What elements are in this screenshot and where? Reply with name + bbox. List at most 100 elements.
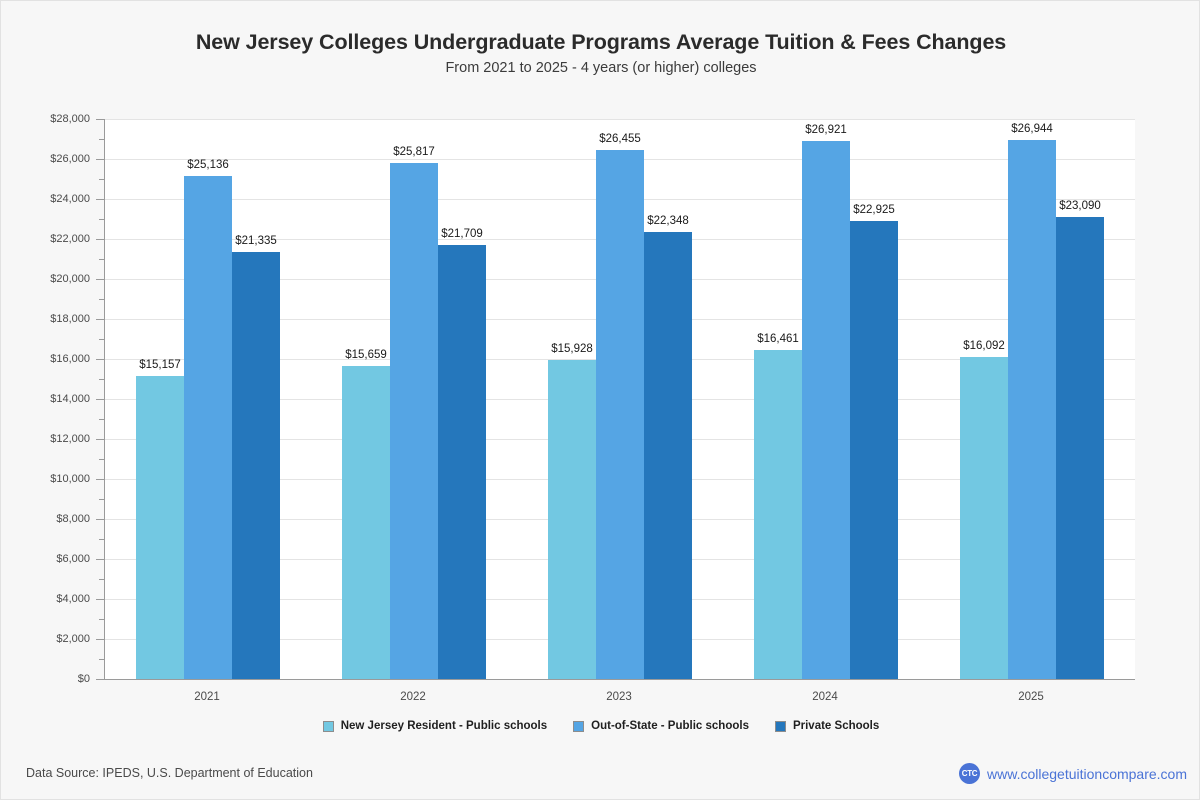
bar-value-label: $21,335 bbox=[235, 235, 277, 248]
bar[interactable] bbox=[1056, 217, 1104, 679]
y-axis-label: $24,000 bbox=[50, 193, 90, 205]
y-axis-tick-major bbox=[96, 519, 104, 520]
bar[interactable] bbox=[342, 365, 390, 679]
legend-label: New Jersey Resident - Public schools bbox=[340, 720, 548, 732]
y-axis-label: $10,000 bbox=[50, 473, 90, 485]
y-axis-tick-major bbox=[96, 199, 104, 200]
y-axis-tick-minor bbox=[99, 179, 104, 180]
bar-value-label: $15,928 bbox=[551, 343, 593, 356]
y-axis-tick-major bbox=[96, 439, 104, 440]
y-axis-label: $0 bbox=[77, 673, 90, 685]
y-axis-tick-minor bbox=[99, 419, 104, 420]
bar[interactable] bbox=[850, 220, 898, 679]
bar[interactable] bbox=[644, 232, 692, 679]
bar[interactable] bbox=[136, 375, 184, 679]
y-axis-label: $4,000 bbox=[56, 593, 90, 605]
bar[interactable] bbox=[390, 162, 438, 679]
legend-swatch-icon bbox=[322, 720, 334, 732]
bar[interactable] bbox=[754, 349, 802, 679]
y-axis-label: $2,000 bbox=[56, 633, 90, 645]
y-axis-label: $12,000 bbox=[50, 433, 90, 445]
y-axis-tick-minor bbox=[99, 459, 104, 460]
y-axis-tick-major bbox=[96, 599, 104, 600]
bar-value-label: $15,157 bbox=[139, 358, 181, 371]
y-axis-label: $18,000 bbox=[50, 313, 90, 325]
legend-item[interactable]: New Jersey Resident - Public schools bbox=[322, 720, 548, 732]
plot-area: $15,157 $25,136 $21,335 $15,659 $25,817 $21,7… bbox=[104, 119, 1135, 680]
legend-swatch-icon bbox=[573, 720, 585, 732]
y-axis-tick-major bbox=[96, 279, 104, 280]
bar-value-label: $22,925 bbox=[853, 203, 895, 216]
bar-value-label: $25,817 bbox=[393, 145, 435, 158]
y-axis-tick-minor bbox=[99, 539, 104, 540]
bar-value-label: $23,090 bbox=[1059, 200, 1101, 213]
y-axis-tick-major bbox=[96, 559, 104, 560]
ctc-logo-icon: CTC bbox=[959, 763, 981, 784]
bar-value-label: $15,659 bbox=[345, 348, 387, 361]
y-axis-tick-minor bbox=[99, 579, 104, 580]
page-title: New Jersey Colleges Undergraduate Progra… bbox=[195, 30, 1007, 54]
bar[interactable] bbox=[596, 149, 644, 679]
bar[interactable] bbox=[802, 140, 850, 679]
y-axis-label: $26,000 bbox=[50, 153, 90, 165]
legend-label: Out-of-State - Public schools bbox=[591, 720, 749, 732]
bar[interactable] bbox=[960, 357, 1008, 679]
brand-footer[interactable]: CTC www.collegetuitioncompare.com bbox=[959, 763, 1187, 784]
y-axis-tick-major bbox=[96, 239, 104, 240]
y-axis-tick-minor bbox=[99, 219, 104, 220]
chart-header: New Jersey Colleges Undergraduate Progra… bbox=[1, 29, 1200, 78]
chart-legend: New Jersey Resident - Public schools Out-… bbox=[1, 720, 1200, 732]
x-axis-label: 2022 bbox=[400, 691, 426, 703]
y-axis-label: $16,000 bbox=[50, 353, 90, 365]
y-axis-tick-minor bbox=[99, 339, 104, 340]
legend-item[interactable]: Out-of-State - Public schools bbox=[573, 720, 749, 732]
y-axis-tick-major bbox=[96, 679, 104, 680]
legend-item[interactable]: Private Schools bbox=[774, 720, 880, 732]
y-axis-label: $28,000 bbox=[50, 113, 90, 125]
y-axis-tick-major bbox=[96, 359, 104, 360]
bar[interactable] bbox=[1008, 140, 1056, 679]
gridline bbox=[105, 119, 1135, 120]
x-axis-label: 2024 bbox=[812, 691, 838, 703]
y-axis-label: $14,000 bbox=[50, 393, 90, 405]
y-axis-tick-minor bbox=[99, 299, 104, 300]
y-axis-tick-major bbox=[96, 639, 104, 640]
legend-swatch-icon bbox=[774, 720, 786, 732]
y-axis-tick-minor bbox=[99, 259, 104, 260]
bar-value-label: $26,944 bbox=[1011, 123, 1053, 136]
brand-url-link[interactable]: www.collegetuitioncompare.com bbox=[987, 765, 1187, 782]
bar-value-label: $21,709 bbox=[441, 227, 483, 240]
bar-value-label: $16,461 bbox=[757, 332, 799, 345]
y-axis-tick-minor bbox=[99, 659, 104, 660]
x-axis-label: 2023 bbox=[606, 691, 632, 703]
data-source-note: Data Source: IPEDS, U.S. Department of E… bbox=[26, 766, 313, 780]
y-axis-tick-minor bbox=[99, 619, 104, 620]
y-axis-tick-major bbox=[96, 399, 104, 400]
y-axis-tick-minor bbox=[99, 379, 104, 380]
legend-label: Private Schools bbox=[792, 720, 880, 732]
y-axis-label: $8,000 bbox=[56, 513, 90, 525]
bar-value-label: $26,921 bbox=[805, 123, 847, 136]
bar-value-label: $22,348 bbox=[647, 215, 689, 228]
y-axis-label: $20,000 bbox=[50, 273, 90, 285]
y-axis-tick-major bbox=[96, 479, 104, 480]
x-axis-label: 2025 bbox=[1018, 691, 1044, 703]
y-axis-tick-minor bbox=[99, 499, 104, 500]
y-axis-tick-minor bbox=[99, 139, 104, 140]
y-axis-tick-major bbox=[96, 159, 104, 160]
y-axis-label: $22,000 bbox=[50, 233, 90, 245]
bar[interactable] bbox=[438, 244, 486, 679]
bar-value-label: $25,136 bbox=[187, 159, 229, 172]
y-axis-label: $6,000 bbox=[56, 553, 90, 565]
bar[interactable] bbox=[232, 252, 280, 679]
bar[interactable] bbox=[548, 360, 596, 679]
x-axis-line bbox=[104, 679, 1135, 680]
bar-value-label: $26,455 bbox=[599, 132, 641, 145]
y-axis-tick-major bbox=[96, 319, 104, 320]
bar[interactable] bbox=[184, 176, 232, 679]
y-axis-tick-major bbox=[96, 119, 104, 120]
x-axis-label: 2021 bbox=[194, 691, 220, 703]
bar-value-label: $16,092 bbox=[963, 340, 1005, 353]
chart-subtitle: From 2021 to 2025 - 4 years (or higher) … bbox=[445, 60, 757, 76]
